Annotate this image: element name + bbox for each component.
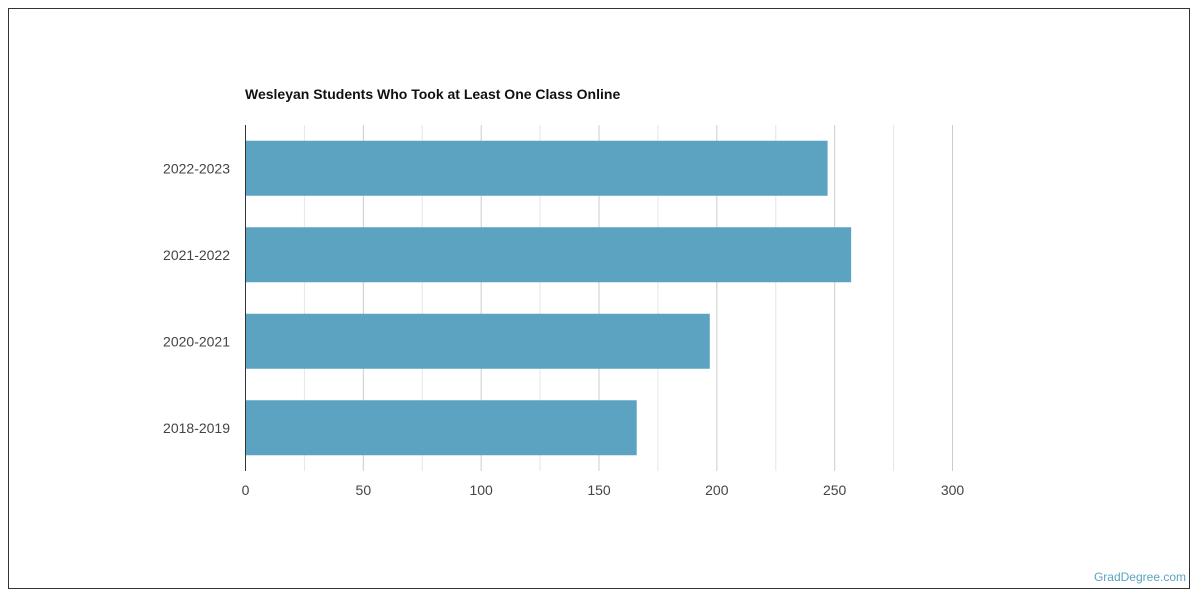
credit-link[interactable]: GradDegree.com <box>1093 570 1186 584</box>
x-tick-label: 250 <box>823 482 847 498</box>
x-tick-label: 50 <box>356 482 372 498</box>
x-tick-label: 0 <box>242 482 250 498</box>
chart-title: Wesleyan Students Who Took at Least One … <box>245 86 621 102</box>
bar <box>245 140 828 196</box>
bar <box>245 313 710 369</box>
x-tick-label: 100 <box>469 482 493 498</box>
bar <box>245 227 852 283</box>
category-label: 2021-2022 <box>163 247 230 263</box>
bar <box>245 400 637 456</box>
category-label: 2020-2021 <box>163 333 230 349</box>
x-tick-label: 300 <box>941 482 965 498</box>
category-label: 2018-2019 <box>163 420 230 436</box>
category-label: 2022-2023 <box>163 160 230 176</box>
x-tick-label: 200 <box>705 482 729 498</box>
x-tick-label: 150 <box>587 482 611 498</box>
